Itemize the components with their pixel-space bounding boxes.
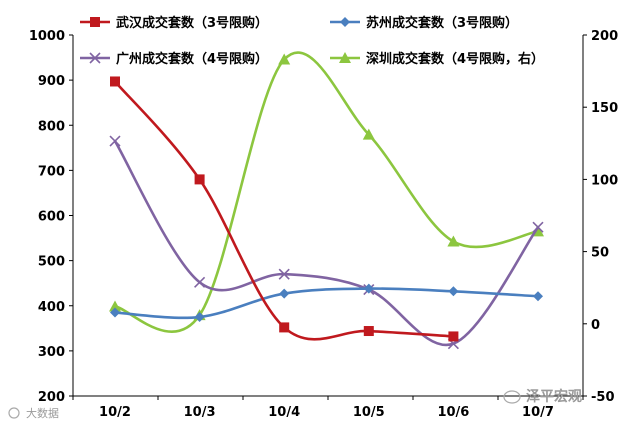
series-2 [110,283,543,323]
watermark-layer: 大数据 泽平宏观 [8,388,582,420]
wechat-icon [503,390,521,404]
y-left-tick-label: 200 [38,390,65,405]
y-right-tick-label: 150 [591,101,618,116]
weibo-watermark-text: 大数据 [26,406,59,420]
legend-label: 武汉成交套数（3号限购） [116,15,268,31]
x-tick-label: 10/5 [353,405,385,420]
series-line [113,140,540,347]
axes: 200 300 400 500 600 700 800 900 1000 -50 0 50 100 150… [29,29,618,420]
data-point [109,300,121,312]
legend-marker [90,17,100,27]
weibo-icon [8,407,20,419]
data-point [110,307,120,318]
data-point [109,135,121,147]
legend-item: 苏州成交套数（3号限购） [330,15,518,31]
x-tick-label: 10/7 [522,405,554,420]
x-tick-label: 10/6 [437,405,469,420]
x-tick-label: 10/3 [184,405,216,420]
data-point [362,128,375,140]
y-right-tick-label: 100 [591,173,618,188]
data-point [363,283,374,294]
data-point [278,268,290,280]
data-point [363,326,374,337]
legend-label: 广州成交套数（4号限购） [116,51,268,67]
data-point [448,286,459,297]
series-layer [109,51,544,350]
data-point [447,235,460,247]
data-point [194,276,206,288]
legend-item: 广州成交套数（4号限购） [80,51,268,67]
series-1 [110,76,459,342]
y-left-tick-label: 300 [38,345,65,360]
wechat-watermark: 泽平宏观 [503,388,582,405]
legend-label: 苏州成交套数（3号限购） [366,15,518,31]
legend-marker [89,52,101,64]
data-point [279,288,290,299]
y-right-tick-label: -50 [591,390,615,405]
y-left-tick-label: 600 [38,210,65,225]
series-line [114,80,454,341]
legend-marker [340,17,350,27]
wechat-watermark-text: 泽平宏观 [526,388,582,405]
legend-marker [339,52,351,63]
y-right-tick-label: 0 [591,318,600,333]
data-point [279,322,290,333]
legend: 武汉成交套数（3号限购） 苏州成交套数（3号限购） 广州成交套数（4号限购） 深圳成交… [80,15,544,67]
x-tick-label: 10/4 [268,405,300,420]
y-left-tick-label: 1000 [29,29,65,44]
data-point [110,76,120,87]
y-right-tick-label: 50 [591,246,609,261]
data-point [448,331,459,342]
data-point [194,174,205,185]
data-point [532,221,544,233]
series-4 [109,51,544,333]
series-line [114,287,539,320]
y-left-tick-label: 400 [38,300,65,315]
legend-item: 深圳成交套数（4号限购，右） [330,51,544,67]
y-left-tick-label: 800 [38,119,65,134]
weibo-watermark: 大数据 [8,406,59,420]
legend-label: 深圳成交套数（4号限购，右） [366,51,544,67]
x-tick-label: 10/2 [99,405,131,420]
y-right-tick-label: 200 [591,29,618,44]
legend-item: 武汉成交套数（3号限购） [80,15,268,31]
y-left-tick-label: 700 [38,164,65,179]
data-point [194,312,205,323]
y-left-tick-label: 500 [38,255,65,270]
y-left-tick-label: 900 [38,74,65,89]
data-point [278,53,291,65]
data-point [533,291,543,302]
